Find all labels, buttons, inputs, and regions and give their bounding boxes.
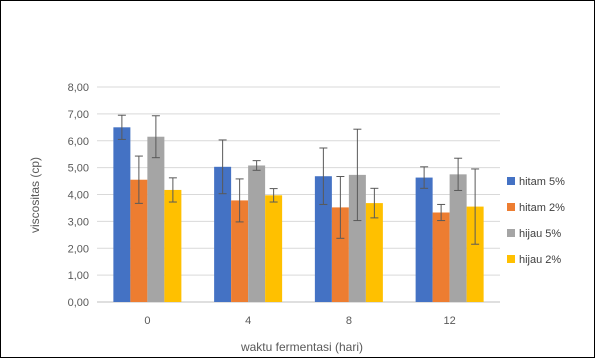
bar-hijau-2- (265, 195, 283, 302)
legend: hitam 5% hitam 2% hijau 5% hijau 2% (507, 176, 565, 266)
legend-swatch (507, 255, 515, 263)
y-tick-label: 6,00 (68, 136, 89, 148)
legend-swatch (507, 177, 515, 185)
legend-label: hitam 2% (519, 202, 565, 214)
bar-hijau-2- (164, 189, 182, 302)
y-tick-label: 1,00 (68, 270, 89, 282)
bar-hitam-2- (432, 212, 450, 302)
bar-hitam-5- (113, 127, 131, 302)
bar-hijau-5- (147, 136, 165, 302)
y-tick-labels: 0,00 1,00 2,00 3,00 4,00 5,00 6,00 7,00 8,00 (68, 82, 89, 309)
x-tick-labels: 0 4 8 12 (144, 315, 455, 327)
legend-label: hijau 5% (519, 228, 561, 240)
bar-hijau-2- (365, 203, 383, 302)
y-tick-label: 4,00 (68, 190, 89, 202)
bars (113, 127, 484, 302)
legend-swatch (507, 229, 515, 237)
bar-hitam-2- (231, 200, 249, 302)
y-tick-label: 3,00 (68, 216, 89, 228)
x-tick-label: 8 (346, 315, 352, 327)
y-tick-label: 0,00 (68, 297, 89, 309)
x-axis-title: waktu fermentasi (hari) (240, 340, 363, 354)
bar-hitam-5- (314, 176, 332, 302)
bar-hijau-5- (449, 174, 467, 302)
y-axis-title: viscositas (cp) (28, 157, 42, 233)
y-tick-label: 5,00 (68, 163, 89, 175)
bar-hijau-5- (248, 165, 266, 302)
bar-hijau-2- (466, 206, 484, 302)
x-tick-label: 0 (144, 315, 150, 327)
y-tick-label: 7,00 (68, 109, 89, 121)
x-tick-label: 4 (245, 315, 251, 327)
legend-label: hijau 2% (519, 254, 561, 266)
bar-hitam-5- (214, 166, 232, 302)
bar-hitam-2- (130, 179, 148, 302)
error-bars (117, 114, 480, 245)
y-tick-label: 8,00 (68, 82, 89, 94)
legend-swatch (507, 203, 515, 211)
bar-hitam-5- (415, 177, 433, 302)
bar-hitam-2- (331, 207, 349, 302)
x-tick-label: 12 (444, 315, 456, 327)
legend-label: hitam 5% (519, 176, 565, 188)
y-tick-label: 2,00 (68, 243, 89, 255)
bar-hijau-5- (348, 174, 366, 302)
